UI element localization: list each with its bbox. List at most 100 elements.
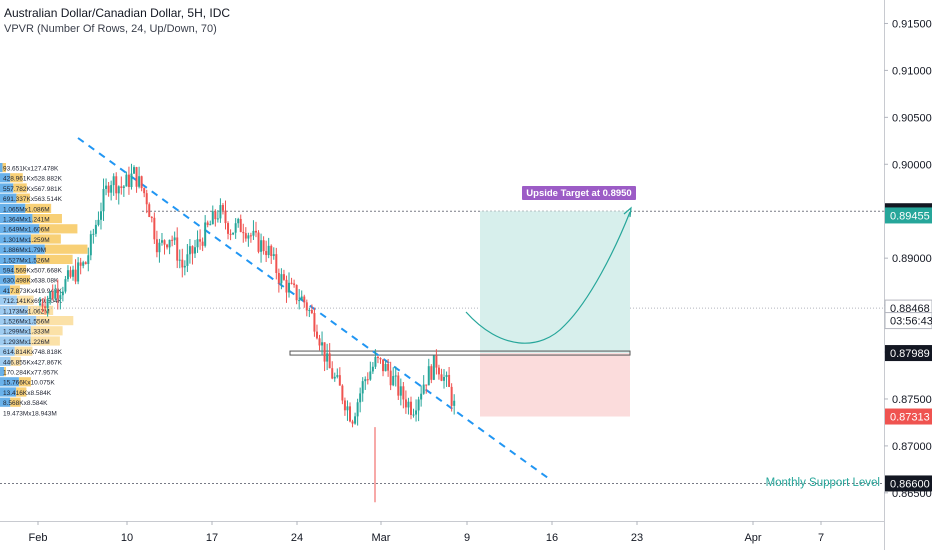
candle-body bbox=[153, 217, 156, 240]
candle-body bbox=[51, 291, 54, 299]
candle-body bbox=[392, 376, 395, 386]
volume-profile-label: 1.364Mx1.241M bbox=[3, 217, 50, 224]
candle-body bbox=[143, 188, 146, 194]
projected-path bbox=[465, 211, 631, 344]
candle-body bbox=[343, 400, 346, 411]
candle-body bbox=[168, 239, 171, 248]
price-marker-bg bbox=[884, 312, 932, 330]
volume-profile-buy-bar bbox=[0, 316, 37, 326]
time-axis-label: 9 bbox=[464, 532, 470, 544]
candle-body bbox=[150, 217, 153, 219]
candle-body bbox=[194, 247, 197, 254]
candle-body bbox=[204, 222, 207, 246]
candle-body bbox=[443, 376, 446, 381]
candle-body bbox=[163, 240, 166, 245]
candle-body bbox=[260, 240, 263, 252]
candle-body bbox=[435, 355, 438, 368]
candle-body bbox=[112, 176, 115, 186]
candle-body bbox=[135, 167, 138, 187]
candle-body bbox=[376, 356, 379, 359]
candle-body bbox=[351, 421, 354, 424]
candle-body bbox=[346, 406, 349, 411]
volume-profile-label: 614.814Kx748.818K bbox=[3, 349, 63, 356]
candle-body bbox=[171, 239, 174, 241]
candle-body bbox=[333, 376, 336, 379]
volume-profile-sell-bar bbox=[39, 224, 78, 234]
candle-body bbox=[227, 223, 230, 234]
candle-body bbox=[79, 262, 82, 266]
candle-body bbox=[247, 235, 250, 239]
volume-profile-sell-bar bbox=[18, 377, 32, 387]
volume-profile-label: 19.473Mx18.943M bbox=[3, 410, 57, 417]
candle-body bbox=[69, 270, 72, 277]
volume-profile-sell-bar bbox=[36, 254, 73, 264]
volume-profile-sell-bar bbox=[14, 275, 31, 285]
candle-body bbox=[359, 393, 362, 403]
volume-profile-buy-bar bbox=[0, 377, 19, 387]
volume-profile-buy-bar bbox=[0, 183, 14, 193]
candle-body bbox=[211, 211, 214, 225]
price-marker: 0.87989 bbox=[890, 348, 930, 360]
candle-body bbox=[66, 270, 69, 280]
volume-profile-label: 630.498Kx638.08K bbox=[3, 278, 59, 285]
candle-body bbox=[120, 186, 123, 188]
volume-profile-buy-bar bbox=[0, 234, 31, 244]
volume-profile-label: 446.855Kx427.867K bbox=[3, 359, 63, 366]
candle-body bbox=[252, 230, 255, 236]
time-axis-label: 24 bbox=[291, 532, 303, 544]
candle-body bbox=[148, 204, 151, 218]
price-axis-label: 0.90500 bbox=[892, 112, 932, 124]
candle-body bbox=[288, 282, 291, 293]
candle-body bbox=[158, 242, 161, 253]
candle-body bbox=[318, 338, 321, 346]
candle-body bbox=[92, 233, 95, 235]
candle-body bbox=[196, 239, 199, 248]
candle-body bbox=[326, 353, 329, 362]
volume-profile-sell-bar bbox=[10, 173, 23, 183]
candle-body bbox=[46, 299, 49, 308]
time-axis-label: 17 bbox=[206, 532, 218, 544]
candle-body bbox=[176, 237, 179, 261]
candle-body bbox=[379, 358, 382, 360]
candle-body bbox=[402, 386, 405, 400]
price-axis-label: 0.87500 bbox=[892, 394, 932, 406]
chart-title: Australian Dollar/Canadian Dollar, 5H, I… bbox=[4, 6, 231, 20]
candle-body bbox=[366, 379, 369, 381]
time-axis-bg bbox=[0, 521, 884, 550]
candle-body bbox=[107, 185, 110, 193]
candle-body bbox=[364, 379, 367, 382]
candle-body bbox=[39, 303, 41, 306]
candle-body bbox=[310, 309, 313, 314]
candle-body bbox=[407, 401, 410, 408]
candle-body bbox=[338, 375, 341, 386]
candle-body bbox=[323, 342, 326, 362]
candle-body bbox=[349, 406, 352, 422]
candle-body bbox=[384, 363, 387, 372]
candle-body bbox=[254, 230, 257, 233]
candle-body bbox=[74, 269, 77, 282]
price-marker-bg bbox=[885, 408, 932, 425]
candle-body bbox=[321, 342, 324, 346]
candle-body bbox=[209, 224, 212, 226]
candle-body bbox=[229, 233, 232, 235]
time-axis-label: 10 bbox=[121, 532, 133, 544]
volume-profile-label: 15.766Kx10.075K bbox=[3, 380, 55, 387]
volume-profile-buy-bar bbox=[0, 203, 26, 213]
candle-body bbox=[77, 262, 80, 282]
candle-body bbox=[420, 393, 423, 400]
candle-body bbox=[130, 173, 133, 187]
volume-profile-label: 93.651Kx127.478K bbox=[3, 166, 59, 173]
volume-profile-buy-bar bbox=[0, 387, 17, 397]
candle-body bbox=[178, 259, 181, 261]
candle-body bbox=[173, 237, 176, 241]
candle-body bbox=[315, 331, 318, 339]
support-level-label: Monthly Support Level bbox=[766, 477, 880, 489]
candle-body bbox=[102, 188, 105, 212]
candle-body bbox=[270, 245, 273, 257]
candle-body bbox=[257, 232, 260, 252]
profit-zone bbox=[480, 211, 630, 354]
candle-body bbox=[201, 241, 204, 246]
indicator-legend[interactable]: VPVR (Number Of Rows, 24, Up/Down, 70) bbox=[4, 23, 217, 35]
